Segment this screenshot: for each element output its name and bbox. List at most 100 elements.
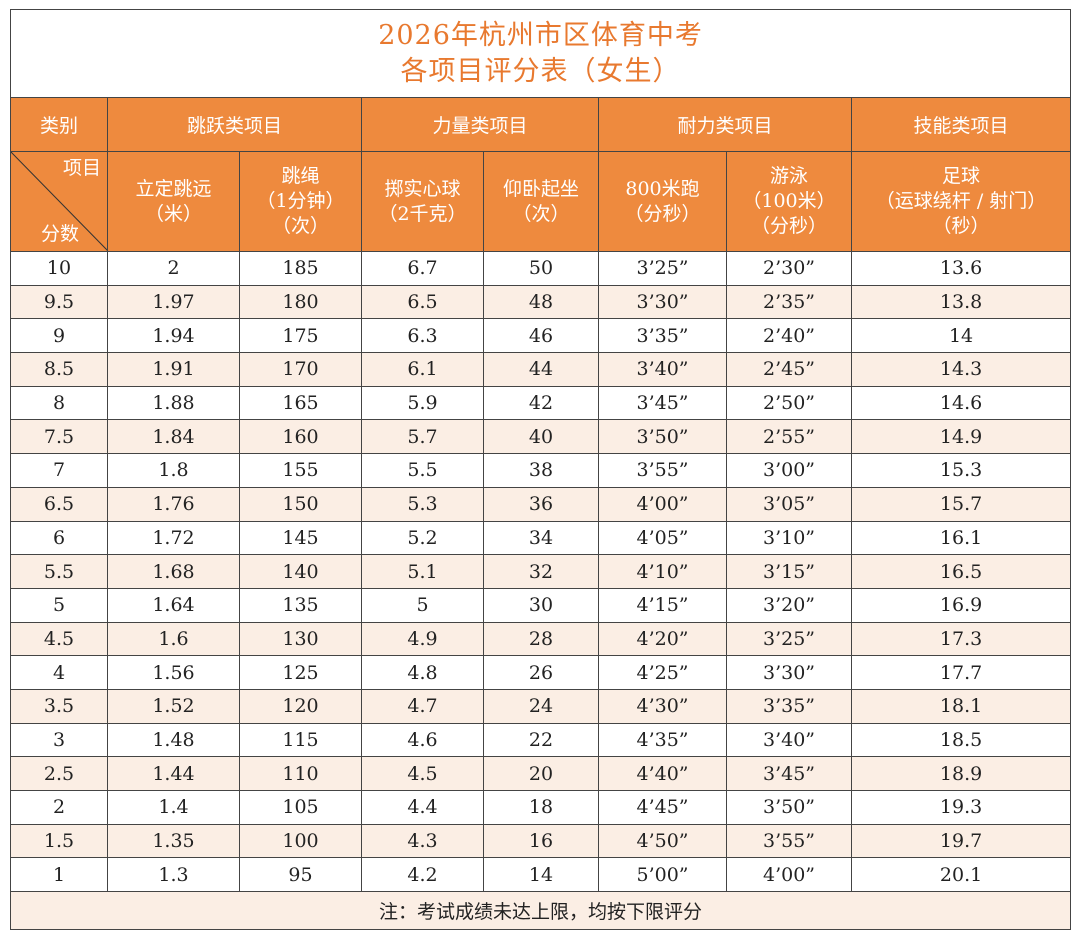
item-name: 800米跑 — [625, 177, 700, 200]
football-cell: 13.8 — [850, 284, 1072, 320]
medicine-ball-cell: 4.7 — [361, 688, 484, 724]
football-cell: 16.1 — [850, 520, 1072, 556]
category-label: 类别 — [10, 97, 108, 152]
item-medicine-ball: 掷实心球 （2千克） — [361, 151, 484, 252]
run-800m-cell: 4’15” — [598, 587, 727, 623]
item-800m-run: 800米跑 （分秒） — [598, 151, 727, 252]
table-row: 8 1.88 165 5.9 42 3’45” 2’50” 14.6 — [10, 385, 1072, 421]
item-spec: （运球绕杆 / 射门） — [875, 190, 1047, 212]
standing-jump-cell: 1.68 — [107, 554, 240, 589]
football-cell: 18.1 — [850, 688, 1072, 724]
table-row: 9.5 1.97 180 6.5 48 3’30” 2’35” 13.8 — [10, 284, 1072, 320]
standing-jump-cell: 1.76 — [107, 486, 240, 522]
run-800m-cell: 3’35” — [598, 318, 727, 354]
medicine-ball-cell: 4.8 — [361, 655, 484, 690]
standing-jump-cell: 1.88 — [107, 385, 240, 421]
run-800m-cell: 4’40” — [598, 756, 727, 791]
rope-skip-cell: 185 — [239, 251, 362, 286]
medicine-ball-cell: 5.1 — [361, 554, 484, 589]
item-rope-skip: 跳绳 （1分钟） （次） — [239, 151, 362, 252]
item-name: 游泳 — [769, 165, 808, 187]
medicine-ball-cell: 4.6 — [361, 722, 484, 758]
football-cell: 16.9 — [850, 587, 1072, 623]
sit-ups-cell: 16 — [483, 823, 599, 859]
table-row: 2.5 1.44 110 4.5 20 4’40” 3’45” 18.9 — [10, 756, 1072, 791]
sit-ups-cell: 36 — [483, 486, 599, 522]
rope-skip-cell: 125 — [239, 655, 362, 690]
group-endurance: 耐力类项目 — [598, 97, 852, 152]
table-row: 5 1.64 135 5 30 4’15” 3’20” 16.9 — [10, 587, 1072, 623]
run-800m-cell: 4’45” — [598, 790, 727, 825]
title-line-1: 2026年杭州市区体育中考 — [378, 19, 703, 51]
standing-jump-cell: 1.44 — [107, 756, 240, 791]
rope-skip-cell: 155 — [239, 453, 362, 488]
diag-item-label: 项目 — [62, 157, 101, 179]
swimming-cell: 3’55” — [726, 823, 852, 859]
sit-ups-cell: 30 — [483, 587, 599, 623]
medicine-ball-cell: 6.3 — [361, 318, 484, 354]
category-header-row: 类别 跳跃类项目 力量类项目 耐力类项目 技能类项目 — [10, 97, 1072, 152]
medicine-ball-cell: 6.7 — [361, 251, 484, 286]
score-cell: 10 — [10, 251, 108, 286]
standing-jump-cell: 1.3 — [107, 857, 240, 893]
swimming-cell: 3’50” — [726, 790, 852, 825]
score-cell: 1.5 — [10, 823, 108, 859]
sit-ups-cell: 14 — [483, 857, 599, 893]
rope-skip-cell: 120 — [239, 688, 362, 724]
medicine-ball-cell: 4.4 — [361, 790, 484, 825]
rope-skip-cell: 135 — [239, 587, 362, 623]
item-football: 足球 （运球绕杆 / 射门） （秒） — [850, 151, 1072, 252]
item-name: 跳绳 — [281, 165, 320, 187]
sit-ups-cell: 34 — [483, 520, 599, 556]
table-row: 7.5 1.84 160 5.7 40 3’50” 2’55” 14.9 — [10, 419, 1072, 455]
sit-ups-cell: 48 — [483, 284, 599, 320]
run-800m-cell: 4’05” — [598, 520, 727, 556]
run-800m-cell: 3’55” — [598, 453, 727, 488]
item-unit: （次） — [512, 202, 570, 225]
run-800m-cell: 3’30” — [598, 284, 727, 320]
table-row: 2 1.4 105 4.4 18 4’45” 3’50” 19.3 — [10, 790, 1072, 825]
sit-ups-cell: 42 — [483, 385, 599, 421]
sit-ups-cell: 26 — [483, 655, 599, 690]
swimming-cell: 3’45” — [726, 756, 852, 791]
football-cell: 19.3 — [850, 790, 1072, 825]
note-row: 注：考试成绩未达上限，均按下限评分 — [9, 891, 1072, 931]
run-800m-cell: 4’00” — [598, 486, 727, 522]
run-800m-cell: 4’30” — [598, 688, 727, 724]
item-unit: （米） — [144, 202, 202, 225]
rope-skip-cell: 105 — [239, 790, 362, 825]
score-cell: 9 — [10, 318, 108, 354]
group-jump: 跳跃类项目 — [107, 97, 362, 152]
football-cell: 19.7 — [850, 823, 1072, 859]
score-cell: 9.5 — [10, 284, 108, 320]
standing-jump-cell: 1.4 — [107, 790, 240, 825]
item-spec: （100米） — [742, 190, 836, 212]
item-spec: （1分钟） — [256, 190, 345, 212]
score-cell: 3.5 — [10, 688, 108, 724]
diag-score-label: 分数 — [41, 223, 80, 245]
item-unit: （2千克） — [378, 202, 467, 225]
medicine-ball-cell: 5.9 — [361, 385, 484, 421]
swimming-cell: 2’40” — [726, 318, 852, 354]
item-sit-ups: 仰卧起坐 （次） — [483, 151, 599, 252]
table-row: 7 1.8 155 5.5 38 3’55” 3’00” 15.3 — [10, 453, 1072, 488]
table-row: 4 1.56 125 4.8 26 4’25” 3’30” 17.7 — [10, 655, 1072, 690]
medicine-ball-cell: 5.5 — [361, 453, 484, 488]
football-cell: 13.6 — [850, 251, 1072, 286]
sit-ups-cell: 50 — [483, 251, 599, 286]
score-cell: 4.5 — [10, 621, 108, 657]
item-name: 仰卧起坐 — [502, 177, 579, 200]
football-cell: 14 — [850, 318, 1072, 354]
sit-ups-cell: 28 — [483, 621, 599, 657]
swimming-cell: 3’10” — [726, 520, 852, 556]
swimming-cell: 3’40” — [726, 722, 852, 758]
score-cell: 8.5 — [10, 352, 108, 387]
standing-jump-cell: 1.35 — [107, 823, 240, 859]
swimming-cell: 4’00” — [726, 857, 852, 893]
score-cell: 5 — [10, 587, 108, 623]
rope-skip-cell: 130 — [239, 621, 362, 657]
standing-jump-cell: 1.91 — [107, 352, 240, 387]
standing-jump-cell: 1.64 — [107, 587, 240, 623]
table-row: 6.5 1.76 150 5.3 36 4’00” 3’05” 15.7 — [10, 486, 1072, 522]
score-table: 2026年杭州市区体育中考 各项目评分表（女生） 类别 跳跃类项目 力量类项目 … — [9, 9, 1072, 931]
